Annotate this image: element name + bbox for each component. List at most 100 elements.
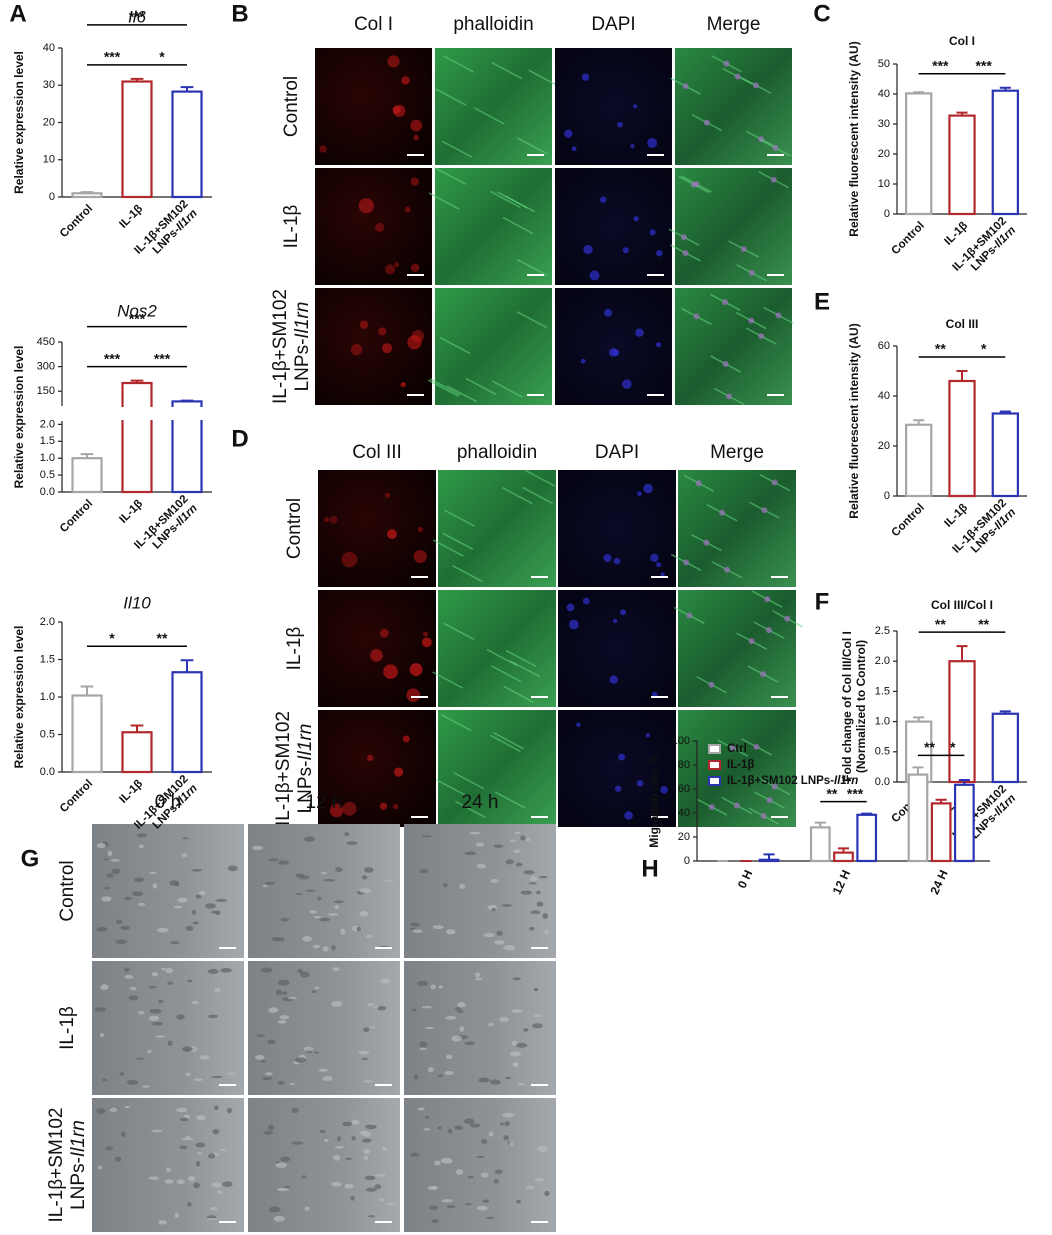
cell: [151, 1021, 164, 1026]
y-tick-label: 1.5: [40, 653, 55, 665]
significance-label: **: [157, 630, 168, 646]
cell: [305, 889, 316, 893]
column-header: Merge: [710, 442, 764, 463]
x-tick-label: Control: [890, 220, 927, 257]
cell: [566, 603, 575, 612]
micrograph: [555, 168, 672, 285]
cell: [114, 1156, 122, 1162]
column-header: Col III: [352, 442, 402, 463]
cell: [427, 1185, 438, 1190]
fiber: [502, 487, 533, 505]
cell: [151, 971, 159, 977]
cell: [419, 1041, 428, 1048]
cell: [523, 870, 535, 875]
micrograph: [315, 168, 432, 285]
cell: [311, 990, 317, 994]
cell: [312, 944, 321, 949]
panel-label: C: [813, 0, 830, 27]
cell: [582, 597, 590, 605]
cell: [740, 246, 747, 253]
cell: [451, 1035, 463, 1042]
cell: [410, 922, 421, 927]
fiber: [528, 69, 559, 87]
significance-label: ***: [975, 57, 992, 73]
cell: [722, 299, 729, 306]
cell: [645, 733, 651, 738]
cell: [167, 1040, 173, 1047]
cell: [686, 612, 693, 619]
cell: [766, 797, 773, 804]
cell: [332, 967, 340, 972]
cell: [509, 1141, 514, 1147]
cell: [488, 1131, 494, 1137]
cell: [195, 894, 202, 899]
cell: [319, 917, 331, 922]
cell: [177, 897, 188, 903]
cell: [265, 1072, 273, 1076]
fiber: [432, 671, 463, 689]
cell: [409, 663, 423, 676]
y-tick-label: 20: [878, 440, 890, 452]
fiber: [452, 565, 483, 583]
y-axis-label: (Normalized to Control): [854, 640, 868, 773]
significance-label: *: [159, 49, 165, 65]
cell: [656, 249, 663, 257]
cell: [97, 1165, 103, 1170]
column-header: 24 h: [462, 792, 499, 813]
cell: [319, 1129, 326, 1134]
column-header: DAPI: [591, 14, 635, 35]
cell: [431, 1218, 439, 1224]
micrograph: [558, 590, 676, 707]
cell: [279, 1015, 290, 1020]
bar: [71, 192, 103, 199]
cell: [402, 735, 410, 743]
cell: [708, 804, 715, 811]
cell: [378, 327, 387, 336]
column-header: DAPI: [595, 442, 639, 463]
cell: [387, 529, 397, 540]
cell: [107, 850, 113, 857]
cell: [173, 905, 183, 909]
significance-label: ***: [847, 785, 864, 801]
micrograph: [438, 590, 556, 707]
cell: [455, 1169, 464, 1175]
micrograph: [92, 824, 244, 958]
x-tick-label: IL-1β+SM102LNPs-Il1rn: [132, 198, 200, 266]
cell: [534, 1177, 545, 1182]
fiber: [505, 649, 537, 668]
y-tick-label: 30: [43, 79, 55, 91]
cell: [126, 1079, 139, 1085]
fiber: [446, 385, 478, 403]
cell: [603, 554, 612, 562]
cell: [297, 968, 303, 974]
cell: [526, 1185, 535, 1190]
error-bar: [80, 453, 94, 459]
cell: [383, 664, 398, 679]
cell: [504, 1121, 510, 1127]
row-label: IL-1β: [284, 627, 305, 671]
cell: [320, 872, 328, 875]
cell: [207, 1014, 219, 1019]
cell: [181, 1137, 194, 1141]
y-tick-label: 0: [884, 208, 890, 220]
cell: [413, 1074, 419, 1080]
cell: [267, 1039, 276, 1045]
fiber: [441, 140, 473, 158]
significance-label: ***: [932, 57, 949, 73]
bar: [991, 89, 1019, 216]
y-tick-label: 1.0: [40, 691, 55, 703]
cell: [411, 1008, 417, 1012]
cell: [380, 978, 390, 984]
error-bar: [956, 370, 968, 381]
cell: [387, 55, 400, 68]
cell: [206, 1217, 218, 1221]
fiber: [486, 648, 518, 667]
cell: [149, 1008, 162, 1014]
cell: [268, 1206, 281, 1213]
y-tick-label: 0.5: [40, 728, 55, 740]
cell: [170, 941, 180, 945]
cell: [209, 1207, 218, 1211]
cell: [226, 1107, 232, 1114]
cell: [581, 73, 590, 81]
cell: [367, 1003, 374, 1007]
